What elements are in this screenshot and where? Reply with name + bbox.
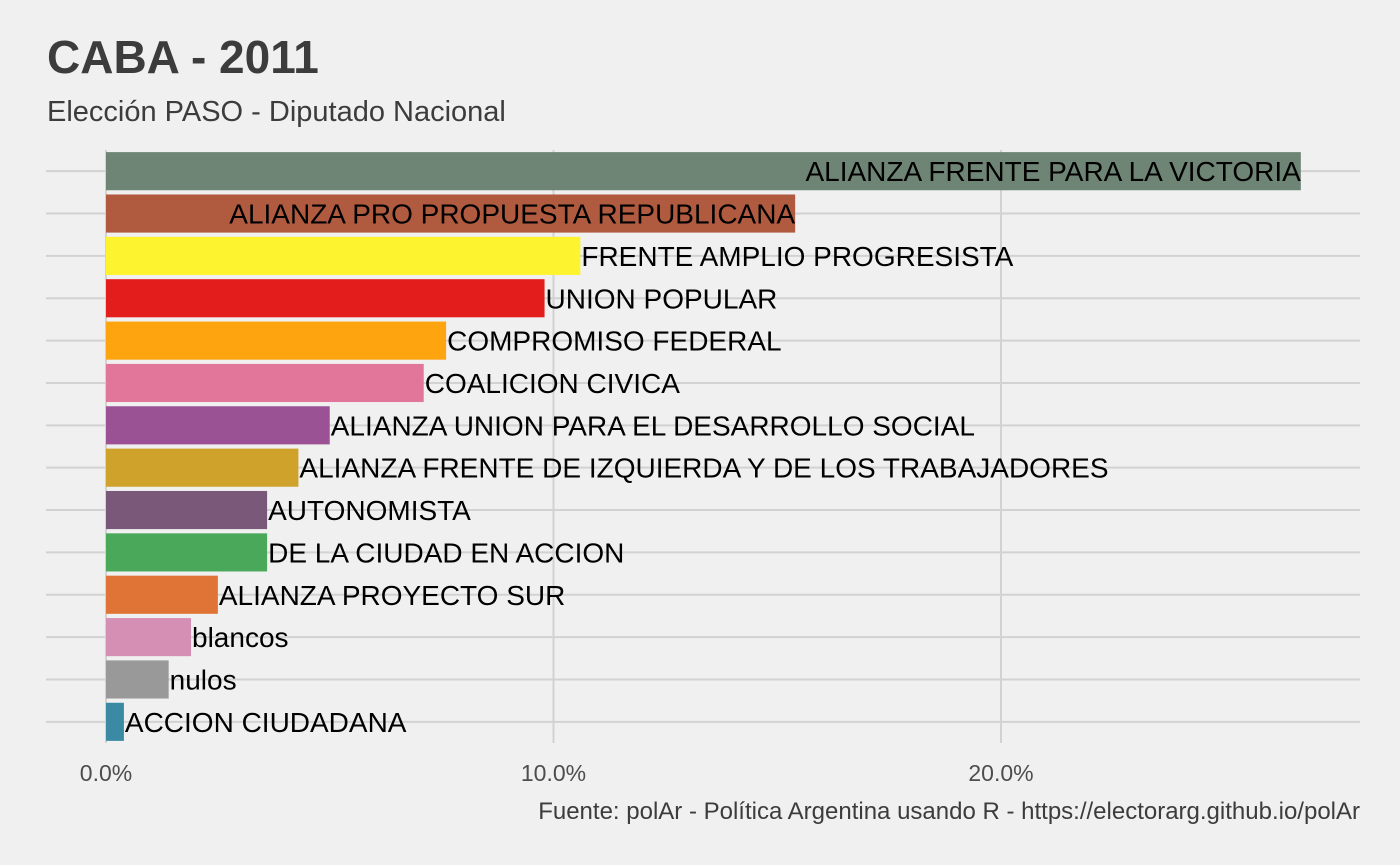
bar-label: ALIANZA PROYECTO SUR <box>219 580 565 611</box>
bar-label: ACCION CIUDADANA <box>125 707 407 738</box>
bar-label: UNION POPULAR <box>546 283 778 314</box>
bar <box>106 575 218 614</box>
bar-label: ALIANZA FRENTE PARA LA VICTORIA <box>805 156 1301 187</box>
bar <box>106 406 330 445</box>
bar <box>106 321 447 360</box>
bar-label: COALICION CIVICA <box>425 368 680 399</box>
bar-label: ALIANZA FRENTE DE IZQUIERDA Y DE LOS TRA… <box>299 453 1108 484</box>
chart-subtitle: Elección PASO - Diputado Nacional <box>47 96 506 128</box>
x-tick-label: 20.0% <box>968 760 1033 786</box>
bar-label: FRENTE AMPLIO PROGRESISTA <box>581 241 1013 272</box>
x-tick-label: 10.0% <box>521 760 586 786</box>
bar <box>106 279 545 318</box>
bar-label: ALIANZA PRO PROPUESTA REPUBLICANA <box>229 199 795 230</box>
bar <box>106 448 299 487</box>
bar-label: AUTONOMISTA <box>268 495 471 526</box>
bar <box>106 236 581 275</box>
bar <box>106 363 424 403</box>
bar <box>106 194 796 233</box>
bar <box>106 702 124 741</box>
bar-label: nulos <box>170 664 237 695</box>
chart-title: CABA - 2011 <box>47 31 319 83</box>
bar-label: blancos <box>192 622 289 653</box>
bar-label: ALIANZA UNION PARA EL DESARROLLO SOCIAL <box>331 410 975 441</box>
bar <box>106 618 192 657</box>
x-tick-label: 0.0% <box>80 760 132 786</box>
bar <box>106 152 1301 191</box>
bar <box>106 490 268 530</box>
source-caption: Fuente: polAr - Política Argentina usand… <box>538 798 1360 825</box>
bar <box>106 660 169 699</box>
bar <box>106 533 268 572</box>
bar-label: COMPROMISO FEDERAL <box>447 326 781 357</box>
bar-label: DE LA CIUDAD EN ACCION <box>268 537 624 568</box>
